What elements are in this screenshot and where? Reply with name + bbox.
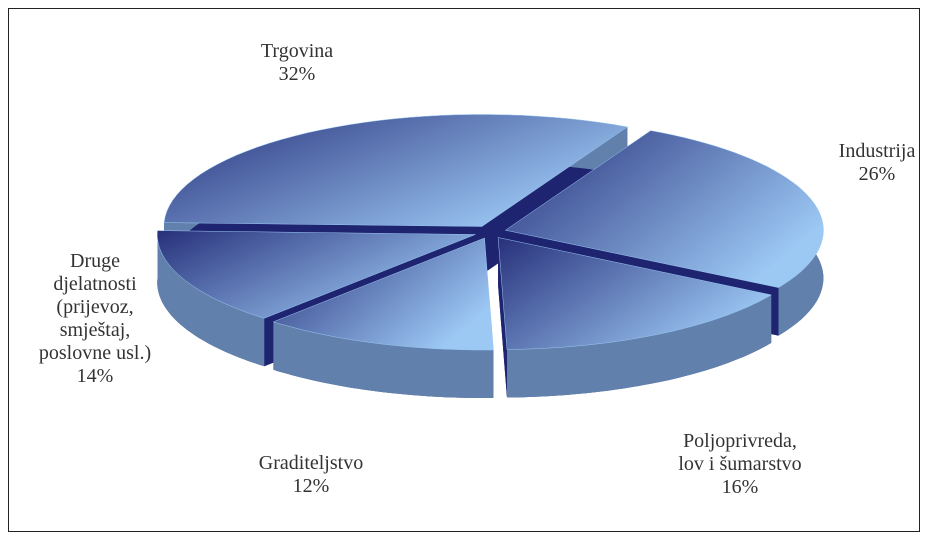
slice-side-shade <box>157 230 265 367</box>
slice-value-label: 12% <box>292 475 330 497</box>
slice-side-shade <box>273 321 494 398</box>
slice-label: Graditeljstvo <box>258 452 364 474</box>
slice-wall <box>498 237 507 398</box>
slice-label: Industrija <box>838 140 916 162</box>
pie-slice <box>163 114 628 227</box>
slice-label: Poljoprivreda, lov i šumarstvo <box>678 430 802 475</box>
pie-slice <box>272 237 494 351</box>
chart-frame <box>8 8 920 532</box>
slice-value-label: 32% <box>278 63 316 85</box>
slice-value-label: 16% <box>721 476 759 498</box>
pie-slice <box>497 237 772 350</box>
slice-side <box>157 230 265 367</box>
slice-label: Druge djelatnosti (prijevoz, smještaj, p… <box>38 250 152 364</box>
pie-slice <box>157 230 476 319</box>
slice-side <box>507 294 772 398</box>
slice-side <box>273 321 494 398</box>
slice-side-shade <box>507 294 772 398</box>
slice-label: Trgovina <box>260 40 334 62</box>
slice-value-label: 14% <box>76 365 114 387</box>
pie-slice <box>504 130 824 288</box>
slice-value-label: 26% <box>858 163 896 185</box>
